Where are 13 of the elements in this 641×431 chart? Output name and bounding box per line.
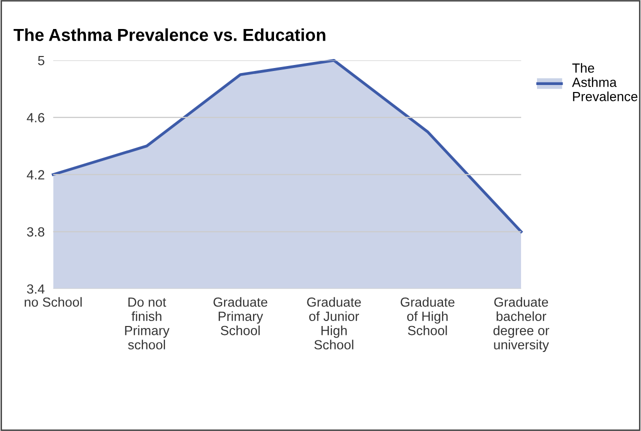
x-tick-label: no School bbox=[24, 297, 82, 307]
y-tick-label: 4.6 bbox=[26, 113, 44, 122]
x-tick-label: Graduate Primary School bbox=[214, 297, 268, 336]
x-tick-label: Graduate of Junior High School bbox=[307, 297, 361, 350]
legend-label: The Asthma Prevalence bbox=[572, 63, 638, 102]
x-tick-label: Graduate of High School bbox=[400, 297, 454, 336]
chart-title: The Asthma Prevalence vs. Education bbox=[14, 28, 326, 42]
y-tick-label: 4.2 bbox=[26, 170, 44, 180]
x-tick-label: Do not finish Primary school bbox=[125, 298, 170, 350]
y-tick-label: 3.8 bbox=[27, 227, 44, 237]
y-tick-label: 5 bbox=[38, 56, 44, 66]
y-tick-label: 3.4 bbox=[27, 284, 44, 294]
x-tick-label: Graduate bachelor degree or university bbox=[493, 297, 550, 352]
